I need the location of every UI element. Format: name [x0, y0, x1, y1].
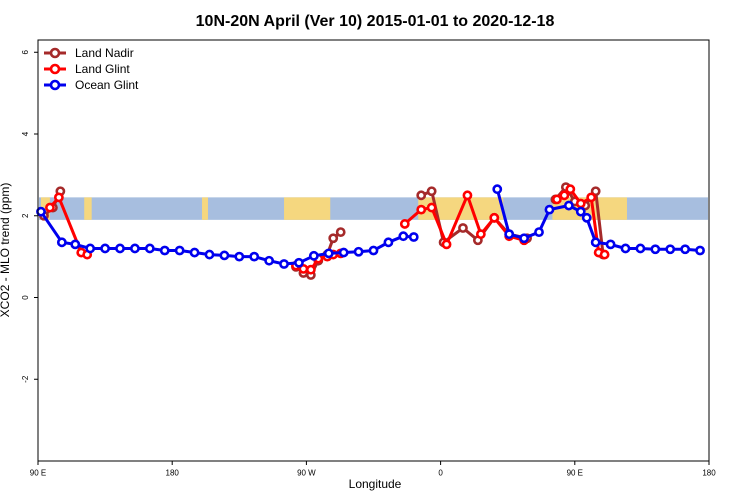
data-point	[489, 212, 500, 223]
data-point	[462, 190, 473, 201]
data-point	[590, 186, 601, 197]
legend-item: Land Glint	[44, 62, 130, 76]
land-patch	[284, 197, 331, 220]
data-point	[586, 192, 597, 203]
data-point	[338, 247, 349, 258]
series-ocean-glint	[36, 184, 705, 269]
data-point	[695, 245, 705, 256]
data-point	[279, 259, 289, 269]
data-point	[565, 184, 576, 195]
data-point	[174, 245, 185, 256]
data-point	[130, 243, 140, 254]
data-point	[56, 237, 67, 248]
data-point	[605, 239, 616, 250]
data-point	[219, 250, 230, 261]
data-point	[492, 184, 503, 195]
x-axis: 90 E 180 90 W 0 90 E 180	[30, 461, 716, 478]
data-point	[294, 257, 304, 268]
data-point	[563, 200, 574, 211]
data-point	[189, 247, 200, 258]
y-tick-label: 4	[21, 131, 30, 136]
data-point	[115, 243, 125, 254]
data-point	[426, 202, 437, 213]
data-point	[575, 198, 586, 209]
data-point	[399, 219, 410, 229]
data-point	[36, 206, 46, 217]
x-tick-label: 90 E	[567, 469, 583, 478]
data-point	[544, 204, 555, 215]
y-tick-label: 6	[21, 49, 30, 54]
plot-frame	[37, 39, 710, 462]
series-group	[36, 182, 705, 280]
data-point	[575, 206, 586, 217]
data-point	[581, 212, 592, 223]
data-point	[100, 243, 110, 254]
data-point	[70, 239, 81, 250]
x-tick-label: 180	[702, 469, 716, 478]
data-point	[53, 192, 64, 203]
data-point	[264, 255, 275, 266]
data-point	[398, 231, 409, 242]
legend-label: Ocean Glint	[75, 78, 139, 92]
data-point	[635, 243, 646, 254]
x-tick-label: 90 E	[30, 469, 46, 478]
data-point	[416, 190, 427, 201]
data-point	[599, 249, 610, 260]
land-patch	[202, 197, 208, 220]
data-point	[458, 223, 468, 233]
data-point	[504, 229, 515, 240]
legend-marker	[49, 63, 61, 75]
data-point	[353, 246, 364, 257]
x-tick-label: 0	[438, 469, 443, 478]
data-point	[323, 248, 334, 259]
data-point	[335, 227, 346, 238]
data-point	[204, 249, 215, 260]
y-tick-label: 0	[21, 295, 30, 300]
legend-item: Land Nadir	[44, 46, 134, 60]
legend-label: Land Glint	[75, 62, 130, 76]
legend-item: Ocean Glint	[44, 78, 139, 92]
legend: Land Nadir Land Glint Ocean Glint	[44, 46, 139, 92]
data-point	[368, 245, 379, 256]
reference-band	[39, 197, 708, 220]
series-line	[495, 188, 701, 252]
legend-label: Land Nadir	[75, 46, 134, 60]
data-point	[144, 243, 155, 254]
data-point	[426, 186, 437, 197]
data-point	[159, 245, 170, 256]
data-point	[383, 237, 394, 248]
data-point	[665, 244, 676, 255]
data-point	[416, 204, 427, 215]
data-point	[249, 251, 260, 262]
x-tick-label: 180	[166, 469, 180, 478]
y-tick-label: -2	[21, 375, 30, 383]
data-point	[328, 233, 339, 244]
legend-marker	[49, 79, 61, 91]
data-point	[680, 244, 691, 255]
data-point	[441, 239, 452, 250]
land-patch	[84, 197, 92, 220]
y-tick-label: 2	[21, 213, 30, 218]
data-point	[234, 251, 245, 262]
data-point	[85, 243, 96, 254]
data-point	[534, 227, 544, 238]
data-point	[519, 233, 530, 244]
data-point	[552, 194, 562, 205]
data-point	[620, 243, 631, 254]
chart-title: 10N-20N April (Ver 10) 2015-01-01 to 202…	[196, 13, 555, 30]
legend-marker	[49, 47, 61, 59]
data-point	[408, 232, 419, 242]
y-axis-label: XCO2 - MLO trend (ppm)	[0, 183, 12, 318]
y-axis: -2 0 2 4 6	[21, 49, 38, 383]
data-point	[590, 237, 601, 248]
data-point	[475, 229, 486, 240]
data-point	[305, 264, 316, 275]
data-point	[559, 190, 570, 201]
x-axis-label: Longitude	[349, 477, 402, 491]
data-point	[45, 202, 55, 213]
x-tick-label: 90 W	[297, 469, 316, 478]
data-point	[308, 250, 319, 261]
data-point	[650, 244, 661, 255]
